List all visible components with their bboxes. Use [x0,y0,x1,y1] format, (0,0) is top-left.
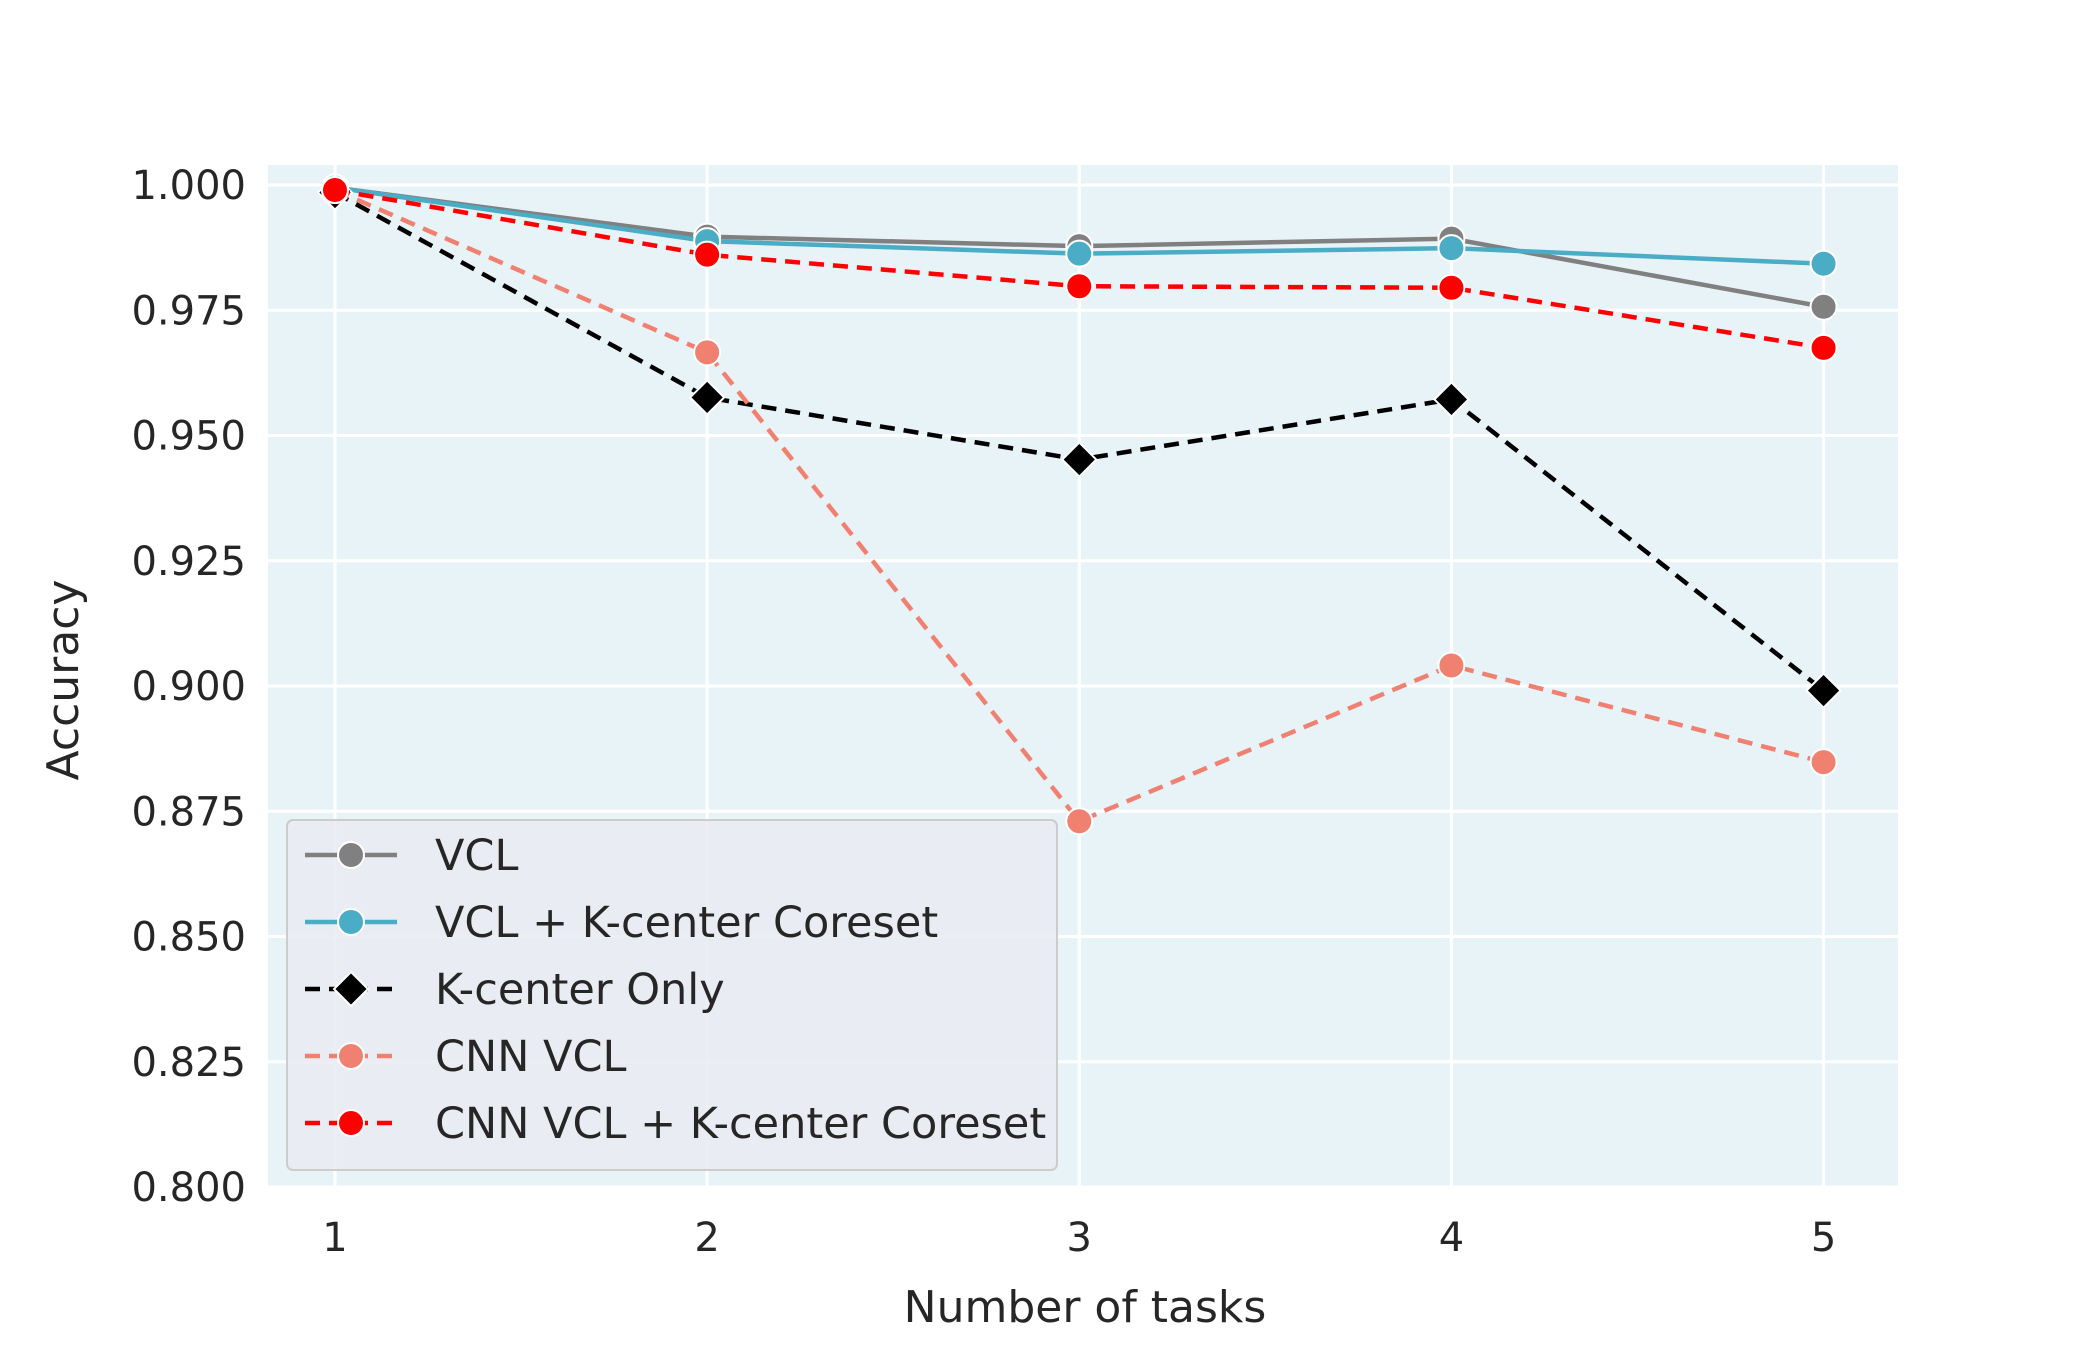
y-tick-labels: 0.800 0.825 0.850 0.875 0.900 0.925 0.950 0.975… [131,163,246,1211]
data-point [1809,333,1838,362]
legend-label: VCL + K-center Coreset [435,898,938,948]
data-point [1060,441,1098,478]
data-point [1433,381,1470,418]
data-point [1065,807,1094,836]
legend-entry: CNN VCL + K-center Coreset [305,1099,1046,1149]
legend-marker [337,1042,365,1070]
legend-entry: CNN VCL [305,1032,626,1082]
legend-label: K-center Only [435,965,725,1015]
y-tick-label: 0.800 [131,1165,246,1211]
data-point [693,240,722,269]
legend: VCL VCL + K-center Coreset K-center Only CN… [286,819,1058,1171]
x-tick-label: 5 [1811,1215,1836,1261]
y-tick-label: 1.000 [131,163,246,209]
legend-marker [337,908,365,936]
series-line [334,187,1825,824]
data-point [1065,239,1094,268]
legend-entry: VCL [305,831,518,881]
data-point [1437,234,1466,263]
y-tick-label: 0.875 [131,789,246,835]
x-tick-label: 3 [1067,1215,1092,1261]
x-axis-label: Number of tasks [904,1282,1267,1333]
y-axis-label: Accuracy [38,580,89,781]
series-layer [316,173,1842,836]
data-point [1809,748,1838,777]
legend-box [286,819,1058,1171]
legend-marker [337,1109,365,1137]
y-tick-label: 0.900 [131,664,246,710]
legend-label: VCL [435,831,518,881]
data-point [1805,672,1842,709]
data-point [688,379,726,416]
data-point [1809,249,1838,278]
x-tick-labels: 1 2 3 4 5 [322,1215,1836,1261]
x-tick-label: 4 [1439,1215,1464,1261]
x-tick-label: 1 [322,1215,347,1261]
y-tick-label: 0.975 [131,288,246,334]
data-point [1437,273,1466,302]
legend-entry: VCL + K-center Coreset [305,898,938,948]
x-tick-label: 2 [694,1215,719,1261]
y-tick-label: 0.850 [131,915,246,961]
series-2 [320,173,1838,278]
y-tick-label: 0.925 [131,539,246,585]
legend-label: CNN VCL + K-center Coreset [435,1099,1046,1149]
legend-label: CNN VCL [435,1032,626,1082]
data-point [693,338,722,367]
data-point [1809,292,1838,321]
data-point [1065,272,1094,301]
legend-entry: K-center Only [305,965,725,1015]
data-point [1437,651,1466,680]
legend-marker [332,970,370,1008]
y-tick-label: 0.950 [131,414,246,460]
series-5 [320,176,1838,362]
legend-marker [337,841,365,869]
data-point [320,176,349,205]
y-tick-label: 0.825 [131,1040,246,1086]
